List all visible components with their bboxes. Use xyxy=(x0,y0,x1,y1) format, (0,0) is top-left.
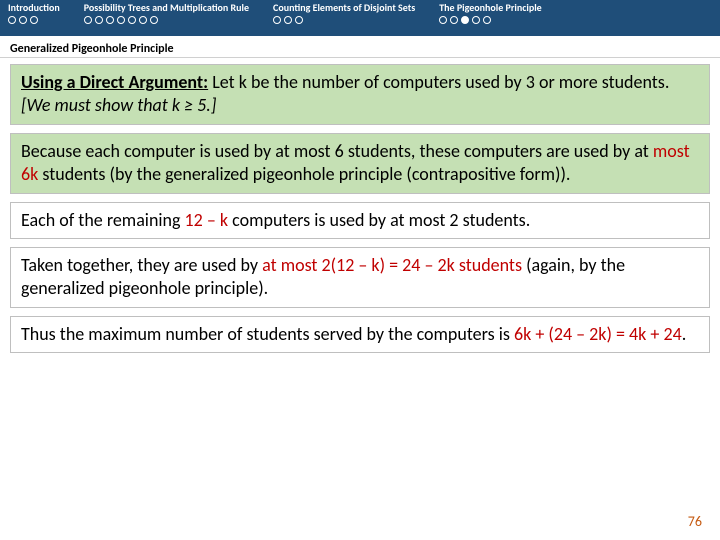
box5-t1: Thus the maximum number of students serv… xyxy=(21,323,514,345)
nav-section[interactable]: Counting Elements of Disjoint Sets xyxy=(273,2,415,24)
nav-dot-icon[interactable] xyxy=(284,16,292,24)
nav-section-title: The Pigeonhole Principle xyxy=(439,2,542,14)
box5-t2: . xyxy=(682,323,687,345)
box-direct-argument: Using a Direct Argument: Let k be the nu… xyxy=(10,64,710,125)
nav-dots-row xyxy=(273,16,303,24)
nav-dot-icon[interactable] xyxy=(273,16,281,24)
box2-t2: students (by the generalized pigeonhole … xyxy=(42,163,570,185)
box2-t1: Because each computer is used by at most… xyxy=(21,140,653,162)
nav-dot-icon[interactable] xyxy=(150,16,158,24)
nav-dot-icon[interactable] xyxy=(439,16,447,24)
nav-dots-row xyxy=(84,16,158,24)
nav-dot-icon[interactable] xyxy=(84,16,92,24)
slide-content: Using a Direct Argument: Let k be the nu… xyxy=(0,58,720,353)
nav-dots-row xyxy=(8,16,38,24)
box-maximum: Thus the maximum number of students serv… xyxy=(10,316,710,353)
box4-t1: Taken together, they are used by xyxy=(21,254,262,276)
nav-dot-icon[interactable] xyxy=(30,16,38,24)
box-6k: Because each computer is used by at most… xyxy=(10,133,710,194)
nav-dot-icon[interactable] xyxy=(450,16,458,24)
box-remaining: Each of the remaining 12 – k computers i… xyxy=(10,202,710,239)
nav-dot-icon[interactable] xyxy=(128,16,136,24)
nav-dot-icon[interactable] xyxy=(117,16,125,24)
nav-dot-icon[interactable] xyxy=(472,16,480,24)
box1-text: Let k be the number of computers used by… xyxy=(208,71,669,93)
nav-section-title: Introduction xyxy=(8,2,60,14)
nav-dot-icon[interactable] xyxy=(483,16,491,24)
nav-dot-icon[interactable] xyxy=(8,16,16,24)
nav-section-title: Counting Elements of Disjoint Sets xyxy=(273,2,415,14)
nav-dot-icon[interactable] xyxy=(106,16,114,24)
box5-em: 6k + (24 – 2k) = 4k + 24 xyxy=(514,323,682,345)
box3-t1: Each of the remaining xyxy=(21,209,185,231)
box4-em: at most 2(12 – k) = 24 – 2k students xyxy=(262,254,522,276)
lead-phrase: Using a Direct Argument: xyxy=(21,71,208,93)
box3-em: 12 – k xyxy=(185,209,229,231)
page-number: 76 xyxy=(688,513,702,530)
nav-section[interactable]: The Pigeonhole Principle xyxy=(439,2,542,24)
box-together: Taken together, they are used by at most… xyxy=(10,247,710,308)
nav-section[interactable]: Introduction xyxy=(8,2,60,24)
nav-dots-row xyxy=(439,16,491,24)
top-nav: Introduction Possibility Trees and Multip… xyxy=(0,0,720,36)
subtitle-bar: Generalized Pigeonhole Principle xyxy=(0,36,720,58)
nav-section-title: Possibility Trees and Multiplication Rul… xyxy=(84,2,249,14)
nav-dot-icon[interactable] xyxy=(139,16,147,24)
subtitle-text: Generalized Pigeonhole Principle xyxy=(10,42,174,56)
nav-dot-icon[interactable] xyxy=(95,16,103,24)
nav-dot-icon[interactable] xyxy=(461,16,469,24)
box3-t2: computers is used by at most 2 students. xyxy=(228,209,530,231)
nav-dot-icon[interactable] xyxy=(19,16,27,24)
box1-italic: [We must show that k ≥ 5.] xyxy=(21,94,216,116)
nav-dot-icon[interactable] xyxy=(295,16,303,24)
nav-section[interactable]: Possibility Trees and Multiplication Rul… xyxy=(84,2,249,24)
